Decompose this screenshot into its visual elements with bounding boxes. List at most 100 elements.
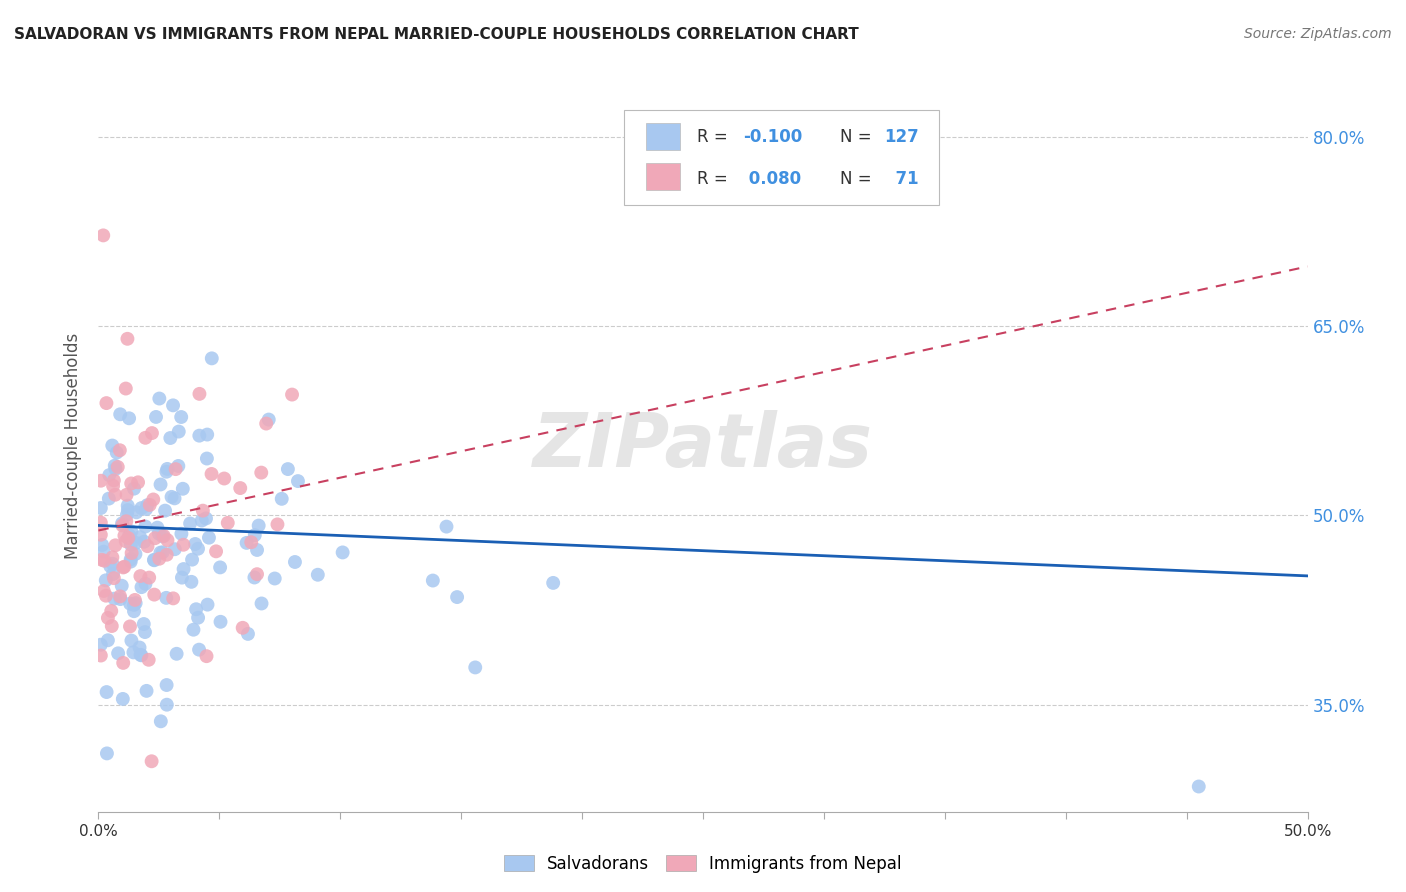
Point [186,602,208,616]
Point [117,503,139,517]
Point [197,598,219,612]
Point [96,747,118,761]
Point [93,554,115,568]
Point [122,482,145,496]
Point [125,536,148,550]
Point [165,462,187,476]
Point [96,685,118,699]
Point [94,589,117,603]
Point [156,678,179,692]
Point [195,511,218,525]
Point [205,544,228,558]
Point [181,552,204,566]
Point [131,501,153,516]
Point [217,516,239,530]
Point [112,560,135,574]
Point [332,545,354,559]
Point [131,648,153,663]
Point [138,653,160,667]
Point [125,505,148,519]
Legend: Salvadorans, Immigrants from Nepal: Salvadorans, Immigrants from Nepal [498,848,908,880]
Point [90,527,112,541]
Point [240,535,263,549]
Point [247,518,270,533]
Point [118,528,141,542]
Point [117,332,139,346]
Point [114,382,136,396]
Point [232,621,254,635]
Point [129,648,152,662]
Point [173,562,195,576]
Point [112,559,135,574]
Point [122,645,145,659]
Point [117,531,139,545]
Point [90,553,112,567]
Point [200,467,222,481]
Point [91,538,114,552]
Point [188,428,211,442]
Point [188,642,211,657]
Point [110,592,132,607]
Point [436,519,458,533]
Point [97,611,120,625]
Point [446,590,468,604]
Point [93,544,115,558]
Point [160,490,183,504]
Point [266,517,288,532]
Point [122,598,145,612]
Point [121,546,143,560]
FancyBboxPatch shape [647,123,681,150]
Point [101,619,124,633]
Point [94,574,117,588]
Point [235,536,257,550]
Point [254,417,277,431]
Point [124,547,146,561]
Point [163,542,186,557]
Point [162,398,184,412]
Point [162,591,184,606]
Point [114,534,136,549]
Point [167,425,190,439]
Point [115,488,138,502]
Point [141,754,163,768]
Text: 127: 127 [884,128,920,146]
Point [246,567,269,582]
Point [142,553,165,567]
Point [236,627,259,641]
Text: N =: N = [839,170,876,188]
Point [91,228,114,243]
Point [101,550,124,565]
Text: SALVADORAN VS IMMIGRANTS FROM NEPAL MARRIED-COUPLE HOUSEHOLDS CORRELATION CHART: SALVADORAN VS IMMIGRANTS FROM NEPAL MARR… [14,27,859,42]
Point [131,580,153,594]
Point [90,501,112,516]
Point [120,633,142,648]
Point [136,498,159,512]
Point [120,555,142,569]
Point [117,499,139,513]
FancyBboxPatch shape [624,110,939,204]
Point [101,566,124,581]
Point [101,479,124,493]
Point [209,560,232,574]
Point [90,638,112,652]
Point [149,546,172,560]
Point [148,526,170,541]
Point [184,537,207,551]
Point [124,593,146,607]
Point [135,502,157,516]
Text: N =: N = [839,128,876,146]
Point [132,534,155,549]
Point [111,579,134,593]
Point [250,597,273,611]
Point [307,567,329,582]
Text: 71: 71 [884,170,920,188]
Point [246,543,269,558]
Point [229,481,252,495]
Point [108,407,131,421]
Point [422,574,444,588]
Point [103,474,125,488]
Point [179,516,201,531]
Point [108,443,131,458]
FancyBboxPatch shape [647,163,681,190]
Point [180,574,202,589]
